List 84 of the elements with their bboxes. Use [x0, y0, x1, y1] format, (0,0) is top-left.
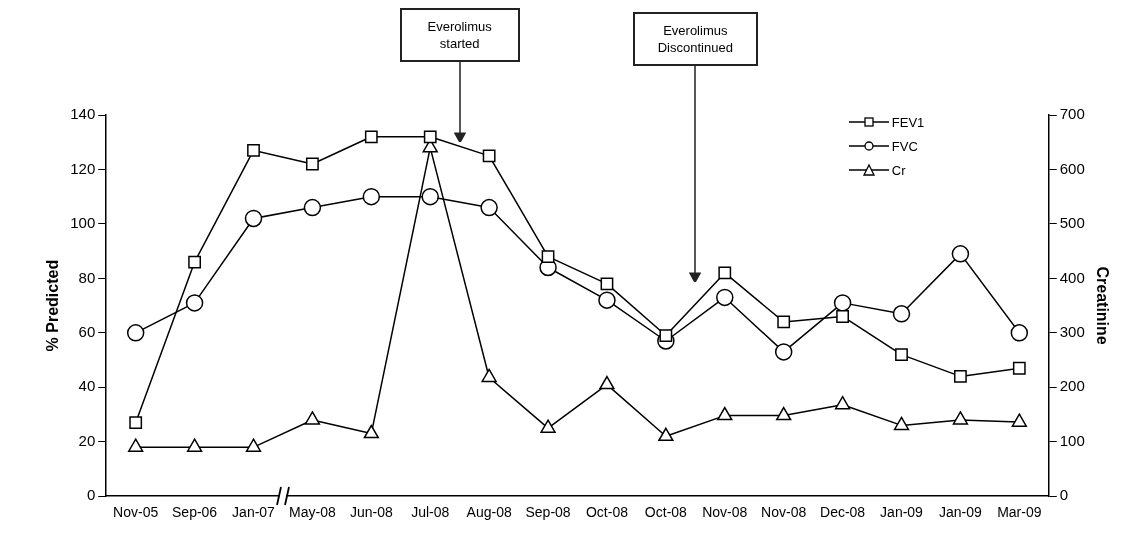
point [658, 427, 674, 442]
x-tick-label: Oct-08 [585, 504, 629, 521]
x-tick-label: Jan-09 [939, 504, 983, 521]
point [893, 416, 910, 431]
x-tick-label: Nov-08 [761, 504, 807, 521]
point [188, 255, 201, 269]
point [245, 438, 262, 452]
y2-axis-title: Creatinine [1093, 266, 1111, 345]
legend-label: FVC [891, 138, 918, 154]
y2-tick-label: 700 [1059, 105, 1085, 123]
point [421, 187, 439, 206]
y2-tick-label: 400 [1059, 268, 1085, 286]
point [716, 288, 734, 307]
point [423, 130, 437, 144]
point [598, 291, 616, 309]
point [599, 375, 615, 390]
point [777, 315, 791, 329]
point [306, 157, 319, 171]
point [717, 406, 733, 421]
x-tick-label: Jul-08 [411, 504, 450, 521]
legend-label: Cr [891, 162, 906, 178]
point [952, 411, 969, 425]
point [303, 198, 322, 217]
x-tick-label: Nov-08 [702, 504, 748, 521]
point [718, 266, 732, 280]
point [1012, 361, 1026, 375]
point [951, 245, 970, 263]
x-tick-label: Sep-08 [525, 504, 571, 521]
point [833, 294, 852, 312]
point [481, 368, 497, 383]
point [540, 419, 556, 433]
text: Everolimus Discontinued [632, 12, 758, 66]
y-tick-label: 140 [70, 105, 96, 123]
x-tick-label: May-08 [289, 504, 336, 521]
y2-tick-label: 600 [1059, 159, 1085, 177]
point [895, 348, 908, 362]
point [128, 438, 144, 452]
point [600, 277, 614, 291]
legend-label: FEV1 [891, 114, 925, 130]
y-axis-title: % Predicted [44, 259, 62, 352]
point [659, 329, 673, 342]
y-tick-label: 100 [70, 214, 96, 232]
x-tick-label: Aug-08 [466, 504, 512, 521]
y-tick-label: 0 [86, 486, 96, 504]
y2-tick-label: 100 [1059, 431, 1085, 449]
point [363, 424, 379, 439]
x-tick-label: Sep-06 [172, 504, 218, 521]
point [244, 209, 263, 228]
point [185, 294, 204, 312]
point [247, 143, 260, 157]
y2-tick-label: 0 [1059, 486, 1069, 504]
point [129, 416, 143, 430]
x-tick-label: Nov-05 [113, 504, 159, 521]
y-tick-label: 40 [78, 377, 96, 395]
y-tick-label: 80 [78, 268, 96, 286]
point [836, 310, 849, 323]
point [776, 406, 792, 421]
point [304, 411, 321, 425]
point [954, 369, 967, 383]
point [892, 305, 911, 323]
x-tick-label: Dec-08 [820, 504, 866, 521]
point [186, 438, 203, 452]
point [482, 149, 496, 163]
y-tick-label: 20 [78, 431, 96, 449]
text: Everolimus started [399, 8, 520, 62]
x-tick-label: Jan-09 [880, 504, 924, 521]
x-tick-label: Oct-08 [644, 504, 688, 521]
x-tick-label: Mar-09 [997, 504, 1042, 521]
point [480, 198, 498, 217]
y2-tick-label: 300 [1059, 322, 1085, 340]
point [1010, 324, 1029, 342]
point [126, 324, 145, 342]
point [541, 250, 555, 263]
point [362, 187, 381, 206]
point [834, 395, 851, 410]
point [364, 130, 378, 144]
y-tick-label: 60 [78, 322, 96, 340]
x-tick-label: Jan-07 [232, 504, 276, 521]
x-tick-label: Jun-08 [349, 504, 393, 521]
y2-tick-label: 200 [1059, 377, 1085, 395]
y2-tick-label: 500 [1059, 214, 1085, 232]
point [1011, 413, 1027, 427]
point [774, 343, 793, 361]
y-tick-label: 120 [70, 159, 96, 177]
